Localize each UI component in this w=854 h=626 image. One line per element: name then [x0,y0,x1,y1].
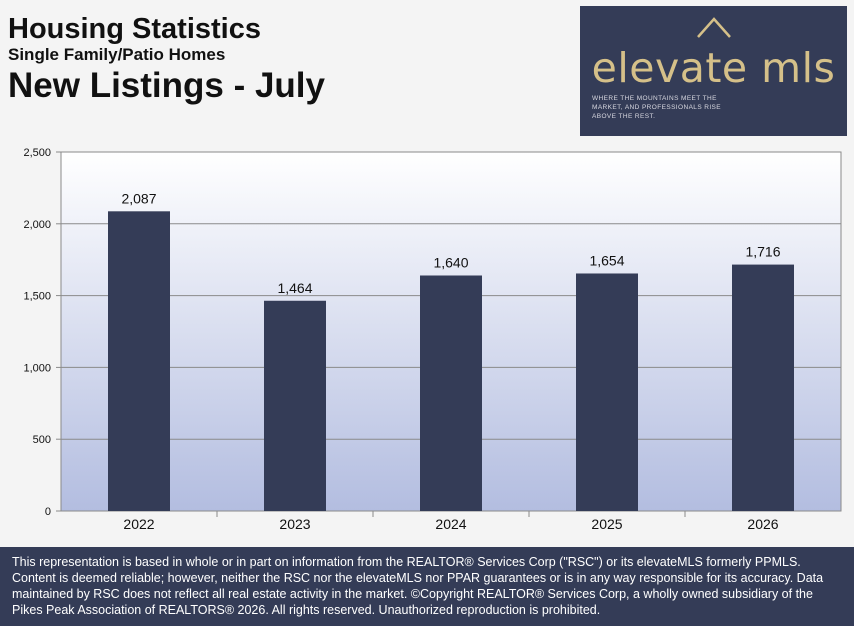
y-tick-label: 1,000 [23,362,51,374]
logo-tagline: WHERE THE MOUNTAINS MEET THE MARKET, AND… [592,95,722,120]
bar [576,273,638,511]
page-title: Housing Statistics [8,13,261,45]
bar [108,211,170,511]
page-subtitle: Single Family/Patio Homes [8,45,226,64]
data-label: 1,464 [277,280,312,296]
data-label: 2,087 [121,190,156,206]
data-label: 1,654 [589,252,624,268]
elevate-mls-logo: elevate mls WHERE THE MOUNTAINS MEET THE… [580,6,847,136]
x-tick-label: 2026 [747,516,778,532]
y-tick-label: 500 [33,434,51,446]
x-tick-label: 2024 [435,516,466,532]
x-tick-label: 2025 [591,516,622,532]
chart-title: New Listings - July [8,66,325,105]
disclaimer-footer: This representation is based in whole or… [0,547,854,626]
bars: 2,087 1,464 1,640 1,654 1,716 [108,190,794,511]
data-label: 1,716 [745,244,780,260]
disclaimer-text: This representation is based in whole or… [12,555,824,617]
y-tick-label: 0 [45,506,51,518]
y-axis: 0 500 1,000 1,500 2,000 2,500 [23,147,61,518]
y-tick-label: 1,500 [23,291,51,303]
header: Housing Statistics Single Family/Patio H… [8,12,325,106]
x-axis: 2022 2023 2024 2025 2026 [123,511,779,532]
x-tick-label: 2022 [123,516,154,532]
y-tick-label: 2,000 [23,219,51,231]
logo-wordmark: elevate mls [591,44,836,92]
data-label: 1,640 [433,254,468,270]
y-tick-label: 2,500 [23,147,51,159]
bar-chart: 0 500 1,000 1,500 2,000 2,500 2,087 1,464 1,640… [23,147,842,532]
bar [264,300,326,511]
x-tick-label: 2023 [279,516,310,532]
mountain-caret-icon [697,17,731,38]
bar [420,275,482,511]
bar [732,264,794,511]
